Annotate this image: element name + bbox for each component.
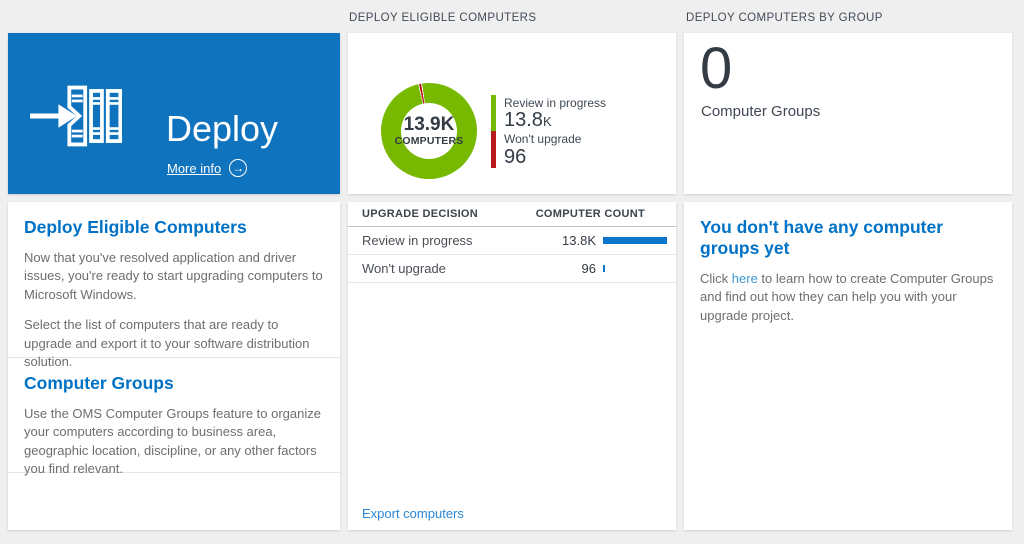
donut-total-label: COMPUTERS [394, 134, 464, 147]
section-heading: Deploy Eligible Computers [24, 217, 247, 237]
table-row[interactable]: Review in progress 13.8K [348, 227, 676, 255]
empty-state-text: Click here to learn how to create Comput… [700, 271, 994, 323]
section-heading: Computer Groups [24, 373, 174, 393]
empty-state-heading: You don't have any computer groups yet [700, 217, 944, 258]
section-paragraph: Now that you've resolved application and… [24, 250, 323, 302]
section-divider [8, 357, 340, 358]
middle-column-header: DEPLOY ELIGIBLE COMPUTERS [349, 12, 537, 24]
right-column-header: DEPLOY COMPUTERS BY GROUP [686, 12, 883, 24]
count-bar [603, 265, 605, 272]
computer-groups-count: 0 [700, 36, 733, 101]
tile-title: Deploy [166, 108, 279, 149]
section-paragraph: Select the list of computers that are re… [24, 317, 310, 370]
column-header-computer-count: COMPUTER COUNT [535, 208, 645, 220]
legend-value: 13.8K [504, 109, 552, 132]
deploy-info-card: Deploy Eligible Computers Now that you'v… [8, 202, 340, 530]
decision-cell: Won't upgrade [362, 261, 446, 276]
green-swatch [491, 95, 496, 132]
count-cell: 13.8K [562, 233, 596, 248]
computer-groups-section: Computer Groups Use the OMS Computer Gro… [8, 358, 340, 476]
deploy-arrow-servers-icon [30, 85, 122, 147]
legend-label: Won't upgrade [504, 132, 582, 147]
decision-cell: Review in progress [362, 233, 473, 248]
legend-value: 96 [504, 145, 527, 168]
red-swatch [491, 131, 496, 168]
section-paragraph: Use the OMS Computer Groups feature to o… [24, 406, 321, 477]
section-divider [8, 472, 340, 473]
donut-legend: Review in progress 13.8K Won't upgrade 9… [491, 95, 606, 168]
legend-entry-review-in-progress: Review in progress 13.8K [491, 95, 607, 132]
more-info-link[interactable]: More info → [167, 159, 248, 177]
column-header-upgrade-decision: UPGRADE DECISION [362, 208, 479, 220]
table-header-row: UPGRADE DECISION COMPUTER COUNT [348, 202, 676, 227]
donut-total-value: 13.9K [403, 114, 455, 136]
upgrade-decision-table-card: UPGRADE DECISION COMPUTER COUNT Review i… [348, 202, 676, 530]
deploy-eligible-computers-chart-card: 13.9K COMPUTERS Review in progress 13.8K… [348, 33, 676, 194]
circle-right-arrow-icon[interactable]: → [229, 159, 248, 177]
more-info-label[interactable]: More info [167, 160, 222, 176]
computer-groups-empty-card: You don't have any computer groups yet C… [684, 202, 1012, 530]
export-computers-link[interactable]: Export computers [362, 506, 464, 521]
legend-label: Review in progress [504, 96, 607, 110]
table-row[interactable]: Won't upgrade 96 [348, 255, 676, 283]
computers-donut-chart: 13.9K COMPUTERS [381, 83, 477, 179]
computer-groups-count-label: Computer Groups [701, 103, 821, 120]
here-link[interactable]: here [731, 271, 758, 286]
computer-groups-count-card: 0 Computer Groups [684, 33, 1012, 194]
count-cell: 96 [581, 261, 596, 276]
donut-center: 13.9K COMPUTERS [395, 103, 463, 159]
count-bar [603, 237, 667, 244]
deploy-tile[interactable]: Deploy More info → [8, 33, 340, 194]
legend-entry-wont-upgrade: Won't upgrade 96 [491, 131, 606, 168]
deploy-eligible-computers-section: Deploy Eligible Computers Now that you'v… [8, 202, 340, 369]
